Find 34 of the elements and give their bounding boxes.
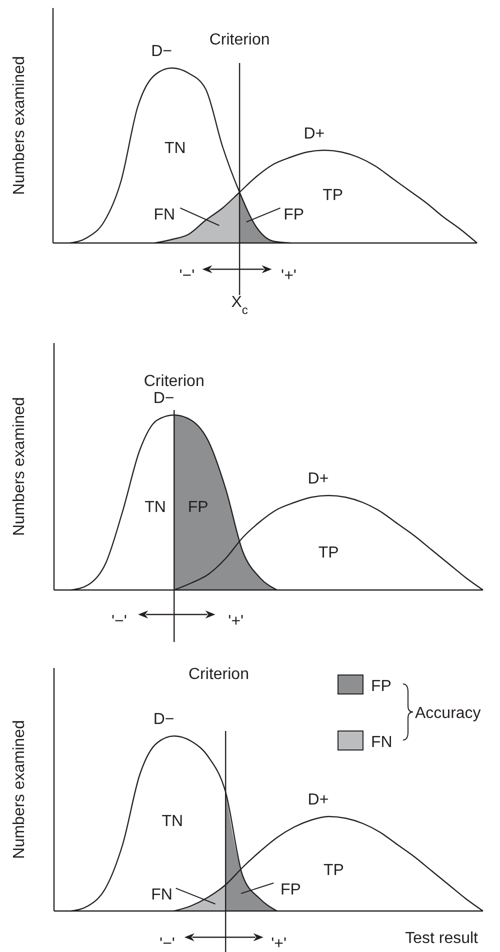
series-label: D+ xyxy=(308,470,329,488)
annotation: TP xyxy=(322,187,344,204)
annotation: FN xyxy=(151,886,172,904)
text: '−' xyxy=(111,612,127,630)
y-axis-title: Numbers examined xyxy=(11,720,28,859)
annotation: FN xyxy=(154,206,176,224)
annotation: FP xyxy=(284,206,304,224)
text: X$_{c}$ xyxy=(231,294,248,317)
y-axis-title: Numbers examined xyxy=(11,397,28,536)
annotation: FP xyxy=(280,881,301,898)
text: Accuracy xyxy=(415,705,481,722)
series-label: D+ xyxy=(304,125,325,142)
legend-label: FP xyxy=(371,678,392,695)
y-axis-title: Numbers examined xyxy=(11,56,28,195)
text: '+' xyxy=(281,268,296,284)
legend-label: FN xyxy=(371,734,392,751)
x-axis-title: Test result xyxy=(405,930,479,947)
annotation: TN xyxy=(164,140,186,157)
text: '+' xyxy=(228,612,244,630)
series-label: D+ xyxy=(308,792,329,808)
series-label: D− xyxy=(153,390,174,407)
text: Criterion xyxy=(144,373,204,390)
annotation: TP xyxy=(323,862,344,879)
text: '−' xyxy=(179,268,195,284)
annotation: FP xyxy=(188,499,208,516)
annotation: TN xyxy=(162,813,184,830)
annotation: TP xyxy=(318,544,339,562)
text: Criterion xyxy=(188,666,249,683)
annotation: TN xyxy=(144,499,166,516)
text: Criterion xyxy=(209,31,270,48)
series-label: D− xyxy=(151,43,172,60)
series-label: D− xyxy=(153,711,174,728)
text: '+' xyxy=(271,936,287,952)
text: '−' xyxy=(160,936,175,952)
